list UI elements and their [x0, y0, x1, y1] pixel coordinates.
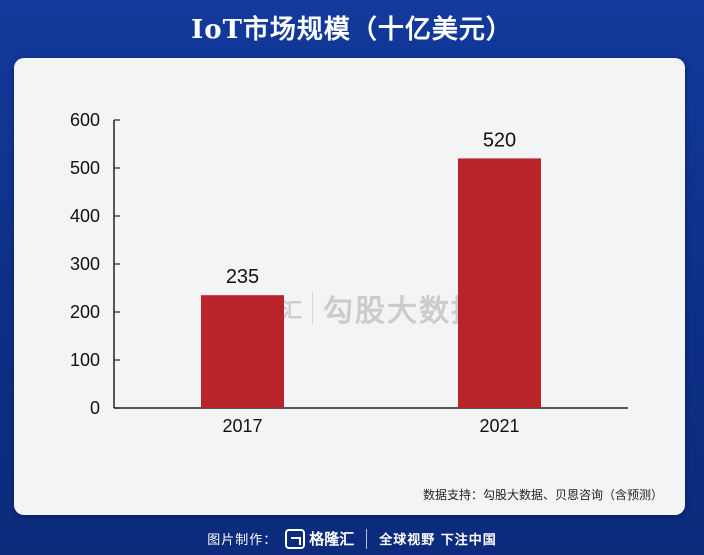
chart-title: IoT市场规模（十亿美元）	[191, 15, 513, 45]
data-label: 235	[226, 266, 259, 288]
chart-axes: 0 100 200 300 400 500 600	[70, 110, 628, 418]
bar-chart: 0 100 200 300 400 500 600 235 2017 520 2021	[70, 110, 628, 436]
bar	[201, 295, 284, 408]
bar	[458, 158, 541, 408]
footer-made-by: 图片制作：	[207, 533, 278, 548]
footer-logo: 格隆汇	[285, 528, 354, 549]
y-tick-label: 400	[70, 206, 100, 226]
x-tick-label: 2021	[479, 416, 519, 436]
source-note: 数据支持：勾股大数据、贝恩咨询（含预测）	[422, 488, 663, 502]
y-tick-label: 0	[90, 398, 100, 418]
y-tick-label: 300	[70, 254, 100, 274]
data-label: 520	[483, 129, 516, 151]
y-tick-label: 500	[70, 158, 100, 178]
y-tick-label: 200	[70, 302, 100, 322]
chart-labels: 235 2017 520 2021	[222, 129, 519, 436]
footer-divider	[366, 528, 368, 549]
y-tick-label: 100	[70, 350, 100, 370]
footer-brand: 格隆汇	[309, 530, 355, 548]
chart-bars	[201, 158, 541, 408]
footer-slogan: 全球视野 下注中国	[379, 533, 497, 548]
x-tick-label: 2017	[222, 416, 262, 436]
footer: 图片制作： 格隆汇 全球视野 下注中国	[0, 522, 704, 555]
y-tick-label: 600	[70, 110, 100, 130]
logo-icon	[285, 528, 306, 549]
